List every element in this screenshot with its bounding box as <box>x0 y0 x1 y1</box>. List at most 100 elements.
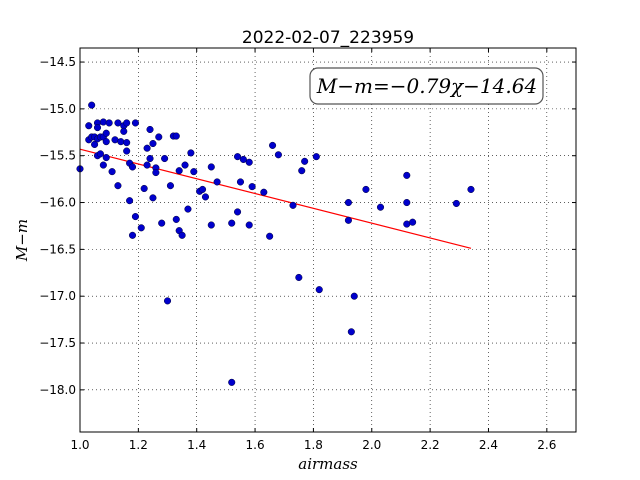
data-point <box>152 169 160 177</box>
fit-line <box>79 148 472 249</box>
annotation-text: M−m=−0.79χ−14.64 <box>316 74 537 98</box>
data-point <box>99 118 107 126</box>
data-point <box>172 132 180 140</box>
data-point <box>403 220 411 228</box>
data-point <box>350 292 358 300</box>
data-point <box>128 231 137 239</box>
y-tick-label: −15.5 <box>39 149 76 163</box>
y-tick-label: −16.5 <box>39 242 76 256</box>
data-point <box>126 197 134 205</box>
data-point <box>91 140 99 149</box>
data-point <box>123 147 131 155</box>
data-point <box>239 155 247 164</box>
y-tick-label: −17.5 <box>39 336 76 350</box>
x-axis-label: airmass <box>298 455 358 473</box>
data-point <box>146 154 154 163</box>
x-tick-label: 1.4 <box>187 438 206 452</box>
data-point <box>234 208 242 216</box>
data-point <box>114 119 122 127</box>
data-point <box>452 199 460 208</box>
grid <box>79 48 576 432</box>
data-point <box>143 161 151 169</box>
x-tick-label: 2.6 <box>537 438 556 452</box>
data-point <box>120 127 128 135</box>
data-point <box>146 125 154 134</box>
x-tick-label: 1.0 <box>70 438 89 452</box>
data-point <box>315 286 323 294</box>
data-point <box>85 122 93 130</box>
data-point <box>295 273 303 282</box>
y-tick-label: −14.5 <box>39 55 76 69</box>
data-point <box>155 133 163 141</box>
data-point <box>184 205 192 213</box>
data-point <box>117 138 125 146</box>
data-point <box>187 149 195 157</box>
data-point <box>93 124 102 132</box>
data-point <box>105 119 113 127</box>
data-point <box>301 157 309 165</box>
y-tick-label: −18.0 <box>39 383 76 397</box>
data-point <box>128 163 137 171</box>
data-point <box>149 194 157 202</box>
data-point <box>172 215 180 223</box>
data-point <box>467 185 475 193</box>
data-point <box>376 203 385 211</box>
data-point <box>149 139 157 148</box>
data-point <box>181 161 189 169</box>
x-tick-label: 1.8 <box>304 438 323 452</box>
data-point <box>228 378 236 386</box>
plot-frame <box>79 47 577 433</box>
data-point <box>163 297 172 305</box>
data-point <box>344 198 352 207</box>
data-point <box>99 161 107 169</box>
data-point <box>131 213 139 221</box>
data-point <box>175 167 183 175</box>
data-point <box>289 201 297 209</box>
data-point <box>228 219 236 227</box>
x-tick-label: 2.0 <box>362 438 381 452</box>
data-point <box>198 185 207 193</box>
chart-title: 2022-02-07_223959 <box>242 28 414 48</box>
data-point <box>166 182 174 190</box>
data-point <box>123 139 131 147</box>
data-point <box>274 151 282 159</box>
data-point <box>245 221 253 229</box>
x-tick-label: 2.2 <box>421 438 440 452</box>
x-tick-label: 2.4 <box>479 438 498 452</box>
data-point <box>131 119 139 127</box>
annotation-box: M−m=−0.79χ−14.64 <box>309 67 544 105</box>
fit-line-layer <box>79 148 472 249</box>
data-point <box>298 167 306 175</box>
x-tick-label: 1.2 <box>129 438 148 452</box>
data-point <box>96 150 104 158</box>
y-axis-label: M−m <box>13 219 31 262</box>
data-point <box>248 183 256 191</box>
points-layer <box>76 101 475 386</box>
data-point <box>260 188 268 196</box>
ticks-layer: 1.0 1.2 1.4 1.6 1.8 2.0 2.2 2.4 2.6 −14.5 −15.0 −15… <box>39 48 576 452</box>
data-point <box>234 153 242 161</box>
data-point <box>88 101 96 109</box>
data-point <box>362 185 370 193</box>
data-point <box>344 216 352 224</box>
y-tick-label: −16.0 <box>39 196 76 210</box>
data-point <box>213 178 221 186</box>
data-point <box>143 144 151 152</box>
y-tick-label: −15.0 <box>39 102 76 116</box>
data-point <box>245 158 253 166</box>
data-point <box>158 219 166 227</box>
data-point <box>207 221 215 229</box>
data-point <box>347 328 355 336</box>
data-point <box>108 168 116 176</box>
data-point <box>161 154 169 163</box>
annotation-frame <box>309 67 544 105</box>
data-point <box>207 163 215 171</box>
data-point <box>266 232 274 240</box>
data-point <box>102 138 110 146</box>
y-tick-label: −17.0 <box>39 289 76 303</box>
data-point <box>123 119 131 127</box>
data-point <box>312 153 320 161</box>
data-point <box>269 141 277 149</box>
data-point <box>409 218 417 226</box>
